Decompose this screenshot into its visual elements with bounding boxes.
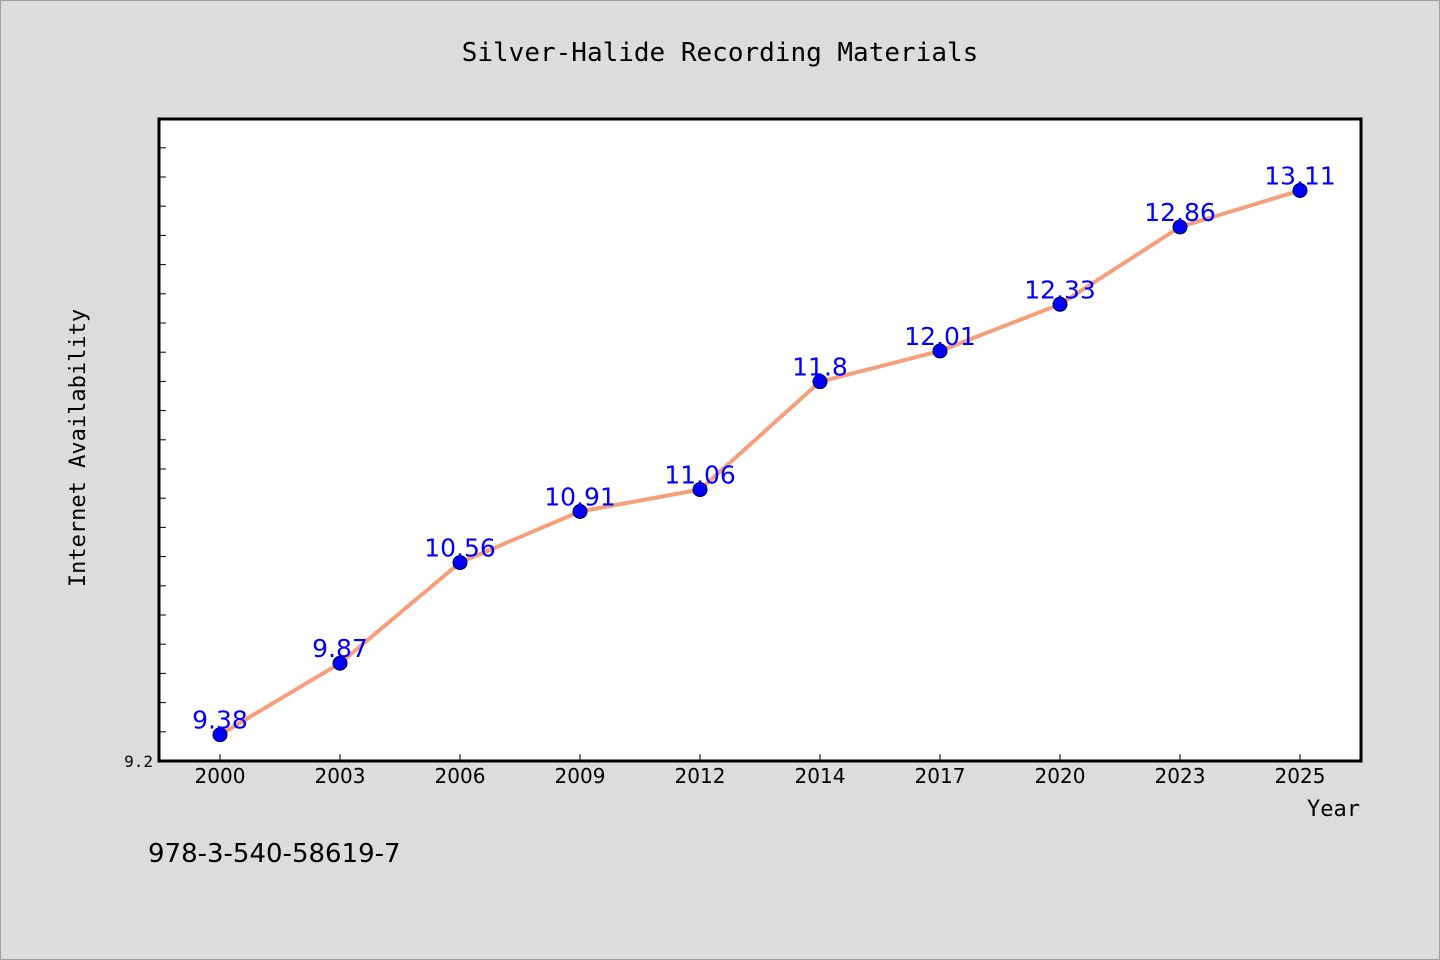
- x-tick-label: 2000: [195, 764, 246, 788]
- data-point: [452, 555, 468, 571]
- x-tick-label: 2006: [435, 764, 486, 788]
- data-point: [572, 503, 588, 519]
- data-point: [332, 655, 348, 671]
- data-label: 9.87: [312, 634, 368, 663]
- data-label: 9.38: [192, 706, 248, 735]
- x-tick-label: 2020: [1035, 764, 1086, 788]
- plot-area: [157, 117, 1363, 763]
- data-labels: 9.38 9.87 10.56 10.91 11.06 11.8 12.01 12.33 12.…: [192, 161, 1336, 734]
- x-tick-label: 2012: [675, 764, 726, 788]
- x-tick-label: 2003: [315, 764, 366, 788]
- y-axis-label: Internet Availability: [66, 309, 91, 587]
- data-label: 12.01: [904, 322, 976, 351]
- data-label: 11.06: [664, 461, 736, 490]
- data-label: 10.91: [544, 482, 616, 511]
- x-tick-label: 2017: [915, 764, 966, 788]
- data-label: 10.56: [424, 534, 496, 563]
- data-point: [212, 727, 228, 743]
- data-markers: [212, 182, 1308, 743]
- data-point: [1052, 296, 1068, 312]
- data-label: 11.8: [792, 353, 848, 382]
- x-tick-label: 2014: [795, 764, 846, 788]
- y-tick-label: 9.2: [124, 752, 153, 771]
- x-tick-labels: 2000 2003 2006 2009 2012 2014 2017 2020 2023 2025: [195, 764, 1326, 788]
- x-axis-label: Year: [1307, 797, 1360, 822]
- data-label: 12.33: [1024, 275, 1096, 304]
- data-point: [692, 482, 708, 498]
- chart-title: Silver-Halide Recording Materials: [462, 38, 979, 68]
- data-point: [812, 374, 828, 390]
- x-tick-label: 2023: [1155, 764, 1206, 788]
- data-label: 13.11: [1264, 161, 1336, 190]
- isbn-footer: 978-3-540-58619-7: [148, 839, 401, 869]
- data-point: [932, 343, 948, 359]
- data-point: [1292, 182, 1308, 198]
- x-tick-label: 2009: [555, 764, 606, 788]
- data-label: 12.86: [1144, 198, 1216, 227]
- data-point: [1172, 219, 1188, 235]
- y-axis-ticks: [159, 147, 166, 762]
- series-line: [218, 188, 1302, 737]
- x-tick-label: 2025: [1275, 764, 1326, 788]
- x-axis-ticks: [219, 754, 1301, 761]
